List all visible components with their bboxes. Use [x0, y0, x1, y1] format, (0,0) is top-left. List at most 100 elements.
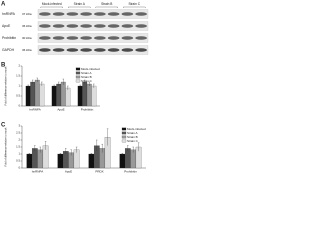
band [121, 12, 134, 16]
y-tick-label: 2 [18, 138, 20, 142]
legend-label: Mock-infected [81, 67, 100, 71]
error-bar [75, 146, 78, 153]
band [80, 36, 92, 40]
row-label: ApoE [2, 24, 11, 28]
column-header: Mock-infected [42, 2, 62, 6]
y-tick-label: 3 [18, 124, 20, 128]
band [135, 48, 147, 52]
x-tick-label: hnRNPA [32, 169, 43, 173]
band [52, 48, 65, 52]
y-tick-label: 1 [18, 84, 20, 88]
marker-label: 30 kDa [22, 36, 32, 40]
band [121, 24, 134, 28]
page: {"blot": {"label": "A", "columns": ["Moc… [0, 0, 150, 184]
error-bar [88, 81, 91, 86]
band [52, 12, 65, 16]
error-bar [53, 84, 55, 87]
band [80, 24, 92, 28]
bar [56, 83, 62, 107]
error-bar [79, 84, 81, 87]
legend-label: Strain A [127, 131, 138, 135]
figure: A Mock-infected Strain A Strain B Strain Ch… [1, 2, 149, 173]
bar [60, 81, 66, 107]
bar [91, 85, 97, 107]
legend-swatch [121, 135, 127, 139]
error-bar [41, 81, 43, 86]
y-axis-label: Fold of difference relative to mock [4, 127, 8, 167]
band [94, 12, 106, 16]
y-tick-label: 1 [18, 152, 20, 156]
blot-strip [37, 45, 149, 55]
bar [34, 79, 40, 107]
panel-label: A [1, 2, 6, 8]
legend-swatch [75, 71, 81, 75]
legend-swatch [75, 75, 81, 79]
bar [88, 153, 95, 169]
row-label: GAPDH [2, 48, 15, 52]
band [52, 36, 65, 40]
error-bar [57, 81, 60, 86]
band [94, 24, 106, 28]
error-bar [70, 149, 73, 156]
band [66, 48, 79, 52]
blot-strip [37, 9, 149, 19]
error-bar [67, 85, 69, 90]
band [107, 12, 120, 16]
row-label: Prohibitin [2, 36, 16, 40]
error-bar [121, 153, 124, 155]
error-bar [132, 146, 135, 153]
band [39, 36, 51, 40]
x-tick-label: PRDX [95, 169, 103, 173]
x-tick-label: Prohibitin [124, 169, 137, 173]
bar [31, 148, 38, 169]
error-bar [62, 78, 65, 85]
error-bar [33, 145, 36, 152]
blot-strip [37, 33, 149, 43]
error-bar [106, 128, 109, 146]
bar [65, 87, 71, 107]
y-tick-label: 0.5 [16, 94, 20, 98]
legend-label: Strain B [127, 135, 138, 139]
error-bar [90, 153, 93, 155]
bracket [95, 6, 118, 8]
bar [86, 83, 92, 107]
band [135, 12, 147, 16]
legend-label: Strain C [81, 79, 93, 83]
panel-label: B [1, 63, 6, 69]
band [66, 24, 79, 28]
error-bar [93, 83, 95, 88]
y-tick-label: 0 [18, 104, 20, 108]
band [107, 24, 120, 28]
column-header: Strain A [74, 2, 86, 6]
y-tick-label: 1.5 [16, 145, 20, 149]
error-bar [39, 146, 42, 153]
band [39, 48, 51, 52]
marker-label: 36 kDa [22, 48, 32, 52]
legend-label: Mock-infected [127, 127, 146, 131]
bar [124, 148, 131, 169]
bar [25, 85, 31, 107]
column-header: Strain B [101, 2, 112, 6]
error-bar [27, 84, 29, 87]
error-bar [126, 145, 129, 152]
panel-label: C [1, 123, 6, 129]
band [66, 12, 79, 16]
legend-swatch [75, 67, 81, 71]
band [80, 48, 92, 52]
band [107, 48, 120, 52]
column-header: Strain C [128, 2, 140, 6]
error-bar [83, 79, 86, 84]
error-bar [101, 144, 104, 153]
band [39, 12, 51, 16]
bar [82, 81, 88, 107]
y-axis-label: Fold of difference relative to mock [4, 66, 8, 106]
band [121, 36, 134, 40]
bar [26, 153, 33, 169]
bar [57, 153, 64, 169]
error-bar [95, 139, 98, 152]
error-bar [31, 79, 34, 84]
bar [30, 81, 36, 107]
legend-label: Strain A [81, 71, 92, 75]
x-tick-label: hnRNPA [29, 107, 40, 111]
x-tick-label: ApoE [57, 107, 64, 111]
